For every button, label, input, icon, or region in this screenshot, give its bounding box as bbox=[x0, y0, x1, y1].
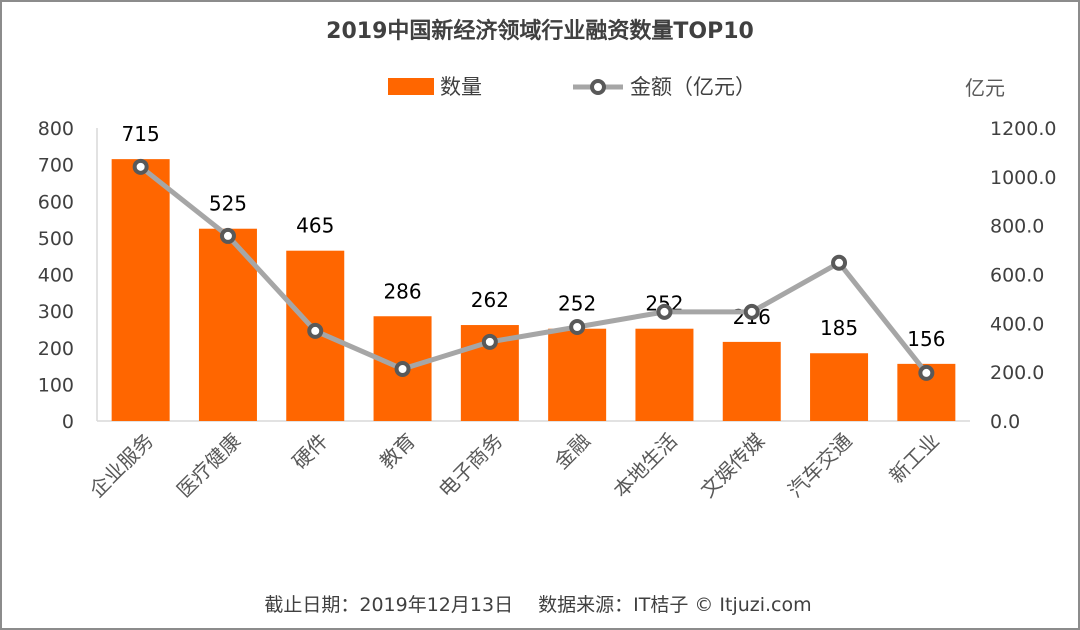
line-point bbox=[132, 158, 149, 175]
left-tick-label: 800 bbox=[38, 118, 74, 140]
line-point bbox=[656, 303, 673, 320]
category-label: 企业服务 bbox=[85, 429, 159, 503]
bar bbox=[810, 353, 869, 421]
bar-data-label: 286 bbox=[383, 279, 421, 303]
line-point bbox=[219, 227, 236, 244]
right-tick-label: 600.0 bbox=[990, 265, 1044, 287]
bar-data-label: 156 bbox=[907, 327, 945, 351]
amount-line bbox=[139, 164, 929, 375]
right-tick-label: 0.0 bbox=[990, 411, 1020, 433]
category-label: 新工业 bbox=[884, 429, 943, 488]
line-point bbox=[394, 360, 411, 377]
right-tick-label: 400.0 bbox=[990, 313, 1044, 335]
right-axis-unit: 亿元 bbox=[965, 76, 1005, 100]
category-label: 电子商务 bbox=[434, 429, 508, 503]
category-label: 金融 bbox=[549, 429, 594, 474]
category-label: 文娱传媒 bbox=[696, 429, 770, 503]
bar-data-label: 465 bbox=[296, 214, 334, 238]
category-label: 医疗健康 bbox=[172, 429, 246, 503]
bar-data-label: 252 bbox=[558, 292, 596, 316]
bar bbox=[111, 159, 170, 421]
amount-line-series bbox=[132, 158, 935, 381]
bar bbox=[548, 328, 607, 421]
right-axis-ticks: 0.0 200.0 400.0 600.0 800.0 1000.0 1200.0 bbox=[990, 118, 1056, 433]
line-point bbox=[743, 303, 760, 320]
line-point bbox=[307, 322, 324, 339]
legend-swatch-bar bbox=[388, 78, 434, 95]
left-tick-label: 400 bbox=[38, 265, 74, 287]
legend: 数量 金额（亿元） bbox=[388, 75, 756, 99]
left-tick-label: 500 bbox=[38, 228, 74, 250]
right-tick-label: 1000.0 bbox=[990, 167, 1056, 189]
chart-title: 2019中国新经济领域行业融资数量TOP10 bbox=[326, 18, 754, 44]
left-tick-label: 300 bbox=[38, 301, 74, 323]
legend-label-count: 数量 bbox=[440, 75, 482, 99]
bar-data-label: 715 bbox=[122, 122, 160, 146]
bar bbox=[722, 341, 781, 421]
bars bbox=[111, 159, 956, 421]
bar bbox=[198, 228, 257, 421]
right-tick-label: 1200.0 bbox=[990, 118, 1056, 140]
category-label: 硬件 bbox=[288, 429, 333, 474]
left-tick-label: 200 bbox=[38, 338, 74, 360]
legend-label-amount: 金额（亿元） bbox=[630, 75, 756, 99]
right-tick-label: 800.0 bbox=[990, 216, 1044, 238]
bar-data-label: 185 bbox=[820, 316, 858, 340]
line-point bbox=[481, 333, 498, 350]
category-label: 本地生活 bbox=[608, 429, 682, 503]
bar bbox=[635, 328, 694, 421]
line-point bbox=[831, 254, 848, 271]
bar-data-label: 525 bbox=[209, 192, 247, 216]
legend-marker-icon bbox=[590, 79, 606, 95]
category-label: 汽车交通 bbox=[783, 429, 857, 503]
line-point bbox=[918, 364, 935, 381]
category-label: 教育 bbox=[375, 429, 420, 474]
left-tick-label: 600 bbox=[38, 191, 74, 213]
line-point bbox=[569, 318, 586, 335]
left-tick-label: 100 bbox=[38, 374, 74, 396]
left-tick-label: 700 bbox=[38, 155, 74, 177]
left-tick-label: 0 bbox=[62, 411, 74, 433]
right-tick-label: 200.0 bbox=[990, 362, 1044, 384]
footer-source: 截止日期：2019年12月13日 数据来源：IT桔子 © Itjuzi.com bbox=[264, 594, 811, 616]
bar-data-label: 262 bbox=[471, 288, 509, 312]
left-axis-ticks: 0 100 200 300 400 500 600 700 800 bbox=[38, 118, 74, 433]
category-labels: 企业服务 医疗健康 硬件 教育 电子商务 金融 本地生活 文娱传媒 汽车交通 新工业 bbox=[85, 429, 944, 503]
